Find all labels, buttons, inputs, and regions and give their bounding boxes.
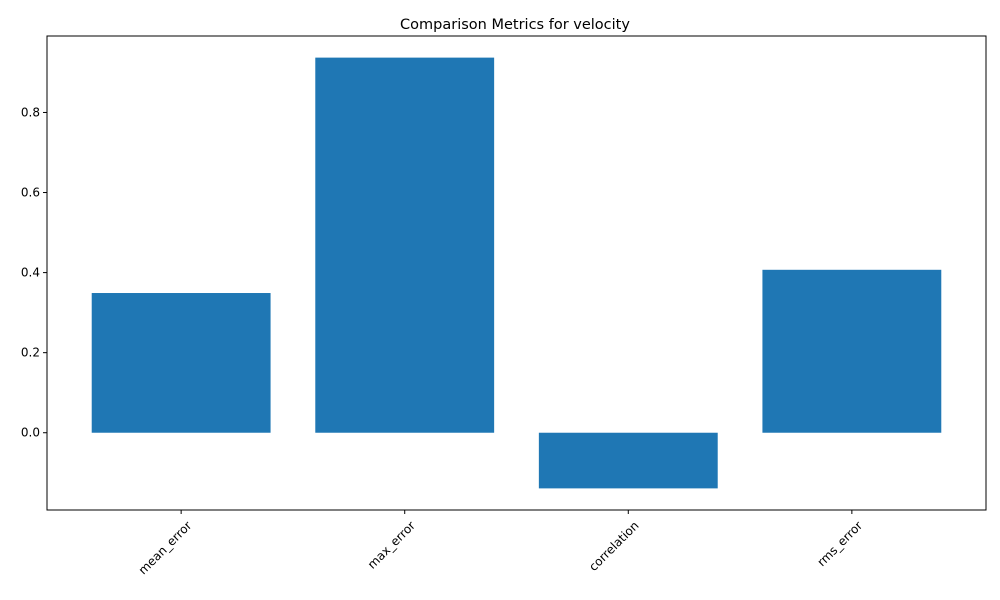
x-tick-label: max_error [365, 518, 418, 571]
plot-frame [46, 35, 987, 511]
bar-max-error [315, 57, 495, 433]
chart-title: Comparison Metrics for velocity [400, 17, 630, 33]
bar-rms-error [762, 269, 942, 433]
bar-correlation [538, 432, 718, 489]
y-tick-label: 0.8 [21, 105, 40, 119]
x-tick-label: mean_error [136, 518, 195, 577]
x-axis: mean_error max_error correlation rms_error [136, 510, 865, 577]
bar-mean-error [91, 293, 271, 433]
y-tick-label: 0.4 [21, 266, 40, 280]
y-axis: 0.0 0.2 0.4 0.6 0.8 [21, 105, 47, 440]
x-tick-label: correlation [586, 518, 641, 573]
bars-layer [91, 57, 942, 489]
y-tick-label: 0.0 [21, 426, 40, 440]
y-tick-label: 0.2 [21, 346, 40, 360]
y-tick-label: 0.6 [21, 186, 40, 200]
x-tick-label: rms_error [814, 518, 865, 569]
